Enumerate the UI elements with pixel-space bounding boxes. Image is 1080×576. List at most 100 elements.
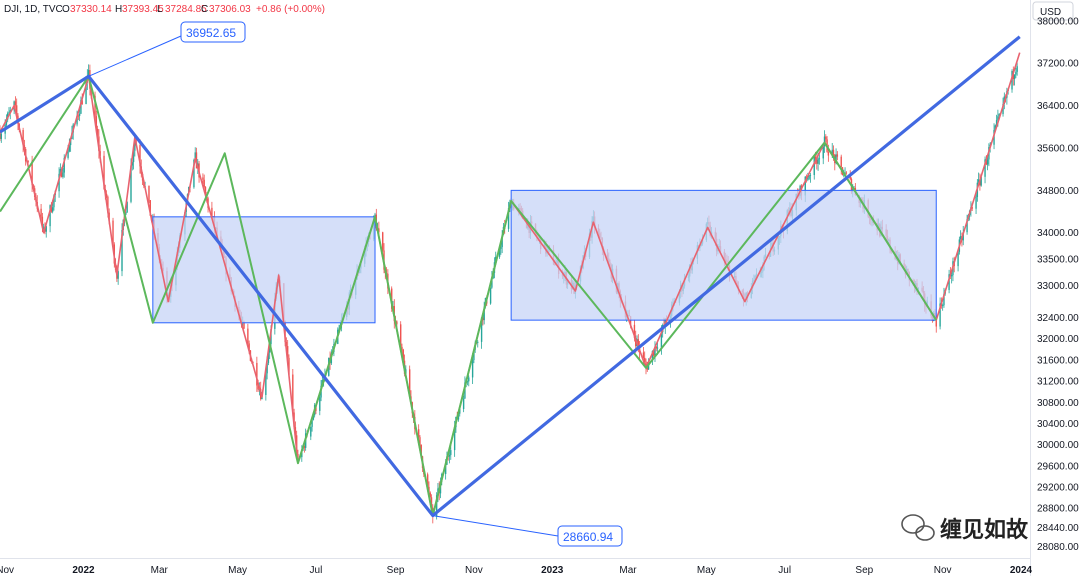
candle-body [417, 429, 420, 438]
y-tick-label: 37200.00 [1037, 59, 1079, 70]
y-tick-label: 34800.00 [1037, 186, 1079, 197]
x-tick-label: May [697, 565, 716, 576]
symbol-label: DJI, 1D, TVC [4, 4, 63, 15]
y-tick-label: 30400.00 [1037, 419, 1079, 430]
range-box[interactable] [152, 216, 376, 324]
candle-body [818, 158, 821, 160]
candle-body [31, 160, 33, 186]
y-tick-label: 30800.00 [1037, 398, 1079, 409]
candle-body [832, 149, 835, 155]
candle-body [105, 193, 108, 197]
x-tick-label: Jul [778, 565, 791, 576]
candle-body [473, 349, 475, 361]
candle-body [660, 332, 663, 348]
candle-body [402, 349, 404, 361]
candle-body [997, 116, 999, 121]
candle-body [489, 287, 492, 304]
candle-body [202, 177, 204, 180]
candle-body [382, 232, 384, 251]
candle-body [471, 360, 474, 378]
x-tick-label: 2023 [541, 565, 564, 576]
x-tick-label: Sep [387, 565, 405, 576]
y-tick-label: 32400.00 [1037, 313, 1079, 324]
candle-body [126, 201, 128, 213]
candle-body [651, 350, 654, 362]
candle-body [468, 377, 470, 382]
candle-body [975, 197, 977, 209]
candle-body [310, 426, 312, 437]
candle-body [68, 145, 71, 152]
high-value: 37393.45 [122, 4, 164, 15]
candle-body [825, 136, 827, 140]
low-callout[interactable]: 28660.94 [432, 515, 623, 547]
y-tick-label: 31600.00 [1037, 355, 1079, 366]
range-box[interactable] [510, 189, 937, 321]
x-tick-label: May [228, 565, 247, 576]
candle-body [85, 82, 87, 105]
candle-body [935, 317, 937, 327]
candle-body [5, 119, 8, 125]
candle-body [41, 216, 44, 227]
candle-body [1016, 66, 1018, 72]
blue-trend-line[interactable] [0, 35, 1021, 518]
candle-body [95, 116, 98, 129]
candle-body [408, 369, 411, 397]
candle-body [656, 347, 659, 349]
candle-body [0, 133, 2, 139]
candle-body [40, 208, 42, 217]
currency-badge[interactable]: USD [1032, 1, 1074, 21]
candle-body [817, 158, 819, 164]
candle-body [435, 495, 438, 517]
candle-body [419, 437, 421, 445]
candle-body [117, 271, 119, 279]
candle-body [804, 176, 806, 196]
y-tick-label: 35600.00 [1037, 143, 1079, 154]
x-tick-label: Jul [310, 565, 323, 576]
candle-body [42, 226, 45, 228]
candle-body [448, 454, 451, 457]
candle-body [939, 303, 941, 327]
candle-body [87, 70, 90, 76]
candle-body [994, 125, 997, 130]
candle-body [428, 486, 430, 493]
candle-body [396, 321, 398, 325]
high-callout[interactable]: 36952.65 [88, 21, 246, 77]
candle-body [642, 352, 645, 358]
y-tick-label: 29200.00 [1037, 483, 1079, 494]
candle-body [498, 248, 501, 257]
candle-body [1015, 71, 1017, 75]
candle-body [957, 251, 959, 267]
candle-body [807, 178, 809, 180]
candle-body [256, 362, 258, 386]
candle-body [491, 278, 493, 288]
candle-body [243, 321, 245, 329]
wechat-icon [901, 514, 935, 541]
candle-body [267, 352, 270, 363]
y-tick-label: 33500.00 [1037, 255, 1079, 266]
open-value: 37330.14 [70, 4, 112, 15]
candle-body [399, 324, 402, 347]
candle-body [1002, 103, 1004, 115]
candle-body [204, 186, 207, 194]
candle-body [58, 173, 60, 192]
candle-body [96, 128, 99, 137]
candle-body [966, 219, 968, 233]
candle-body [816, 159, 818, 164]
candle-body [266, 362, 268, 374]
time-axis[interactable]: Nov 2022 Mar May Jul Sep Nov 2023 Mar May Jul Sep No… [0, 558, 1033, 576]
candle-body [78, 113, 81, 116]
candle-body [77, 115, 80, 117]
y-tick-label: 33000.00 [1037, 281, 1079, 292]
y-tick-label: 31200.00 [1037, 377, 1079, 388]
candle-body [995, 120, 998, 126]
y-tick-label: 28800.00 [1037, 504, 1079, 515]
x-tick-label: Nov [0, 565, 14, 576]
y-tick-label: 28080.00 [1037, 542, 1079, 553]
y-tick-label: 34000.00 [1037, 228, 1079, 239]
candle-body [69, 139, 72, 146]
candle-body [977, 179, 980, 183]
candle-body [63, 157, 65, 173]
price-axis[interactable]: 38000.00 37200.00 36400.00 35600.00 34800.00… [1030, 0, 1080, 576]
candle-body [500, 247, 502, 249]
